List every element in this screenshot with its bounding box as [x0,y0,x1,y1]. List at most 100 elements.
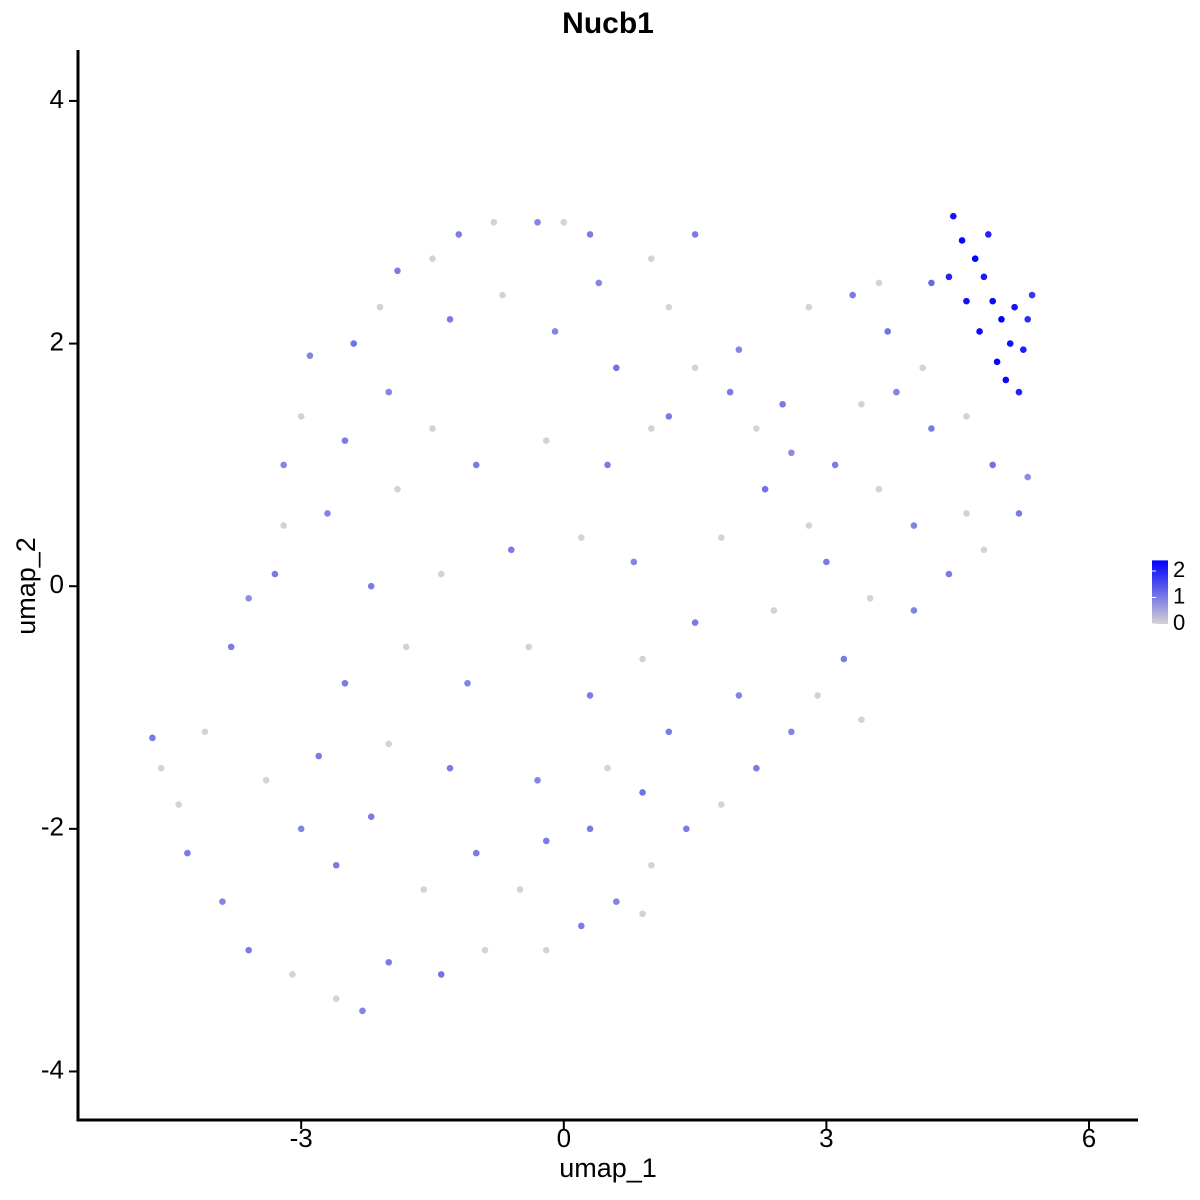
cell-point [1024,473,1032,481]
cell-point [507,546,515,554]
cell-point [976,328,983,335]
cell-point [280,461,287,469]
cell-point [297,825,305,833]
cell-point [884,328,891,335]
cell-point [665,413,673,420]
cell-point [516,886,524,893]
cell-point [201,728,209,736]
cell-point [551,328,559,335]
cell-point [394,267,401,275]
cell-point [464,679,471,687]
cell-point [542,437,550,444]
cell-point [420,886,428,893]
cell-point [840,655,848,663]
cell-point [648,425,655,432]
cell-point [691,364,699,372]
cell-point [429,255,436,262]
cell-point [586,825,594,833]
cell-point [753,764,760,772]
cell-point [245,595,252,602]
cell-point [586,692,594,699]
x-tick-label: -3 [290,1123,313,1153]
cell-point [219,898,226,905]
cell-point [1015,388,1023,396]
cell-point [989,297,996,305]
cell-point [578,922,585,930]
cell-point [262,777,270,784]
cell-point [945,570,953,578]
y-axis-label: umap_2 [11,537,41,635]
x-tick-label: 6 [1082,1123,1096,1153]
cell-point [1020,346,1027,353]
cell-point [665,728,673,736]
cell-point [367,582,375,590]
cell-point [359,1007,366,1015]
cell-point [350,340,358,347]
cell-point [910,522,918,529]
cell-point [613,898,620,905]
x-tick-label: 0 [557,1123,571,1153]
cell-point [753,425,760,432]
cell-point [604,461,611,469]
y-tick-label: 4 [50,84,64,114]
cell-point [919,364,926,372]
cell-point [446,764,454,772]
cell-point [989,461,996,469]
cell-point [1028,291,1036,299]
cell-point [875,485,883,493]
cell-point [770,607,778,614]
cell-point [595,279,603,287]
cell-point [332,995,340,1002]
cell-point [691,619,699,626]
cell-point [875,279,883,287]
cell-point [779,400,786,408]
cell-point [402,643,410,651]
cell-point [993,358,1001,366]
cell-point [1024,316,1032,323]
cell-point [341,437,349,444]
cell-point [928,425,935,432]
cell-point [858,716,865,723]
cell-point [385,388,393,396]
cell-point [157,764,165,772]
cell-point [648,861,655,869]
cell-point [805,522,813,529]
cell-point [184,849,191,857]
y-tick-label: -4 [41,1054,64,1084]
cell-point [639,655,646,663]
cell-point [525,643,533,651]
cell-point [639,789,646,796]
cell-point [683,825,690,833]
colorbar-label: 0 [1173,610,1185,635]
cell-point [613,364,620,372]
cell-point [394,485,401,493]
colorbar-label: 1 [1173,583,1185,608]
cell-point [950,212,957,220]
cell-point [761,485,769,493]
cell-point [823,558,830,566]
cell-point [788,728,795,736]
y-tick-label: 0 [50,569,64,599]
cell-point [534,777,541,784]
cell-point [980,546,988,554]
cell-point [963,413,970,420]
cell-point [1015,510,1023,517]
cell-point [735,692,743,699]
cell-point [324,510,331,517]
cell-point [648,255,655,262]
cell-point [910,607,918,614]
cell-point [385,958,393,966]
cell-point [306,352,314,360]
cell-point [297,413,305,420]
cell-point [980,273,988,281]
y-tick-label: -2 [41,812,64,842]
cell-point [718,801,725,808]
cell-point [437,570,445,578]
cell-point [1006,340,1014,347]
cell-point [289,971,296,978]
cell-point [542,946,550,954]
cell-point [858,400,865,408]
cell-point [149,734,156,742]
cell-point [271,570,279,578]
